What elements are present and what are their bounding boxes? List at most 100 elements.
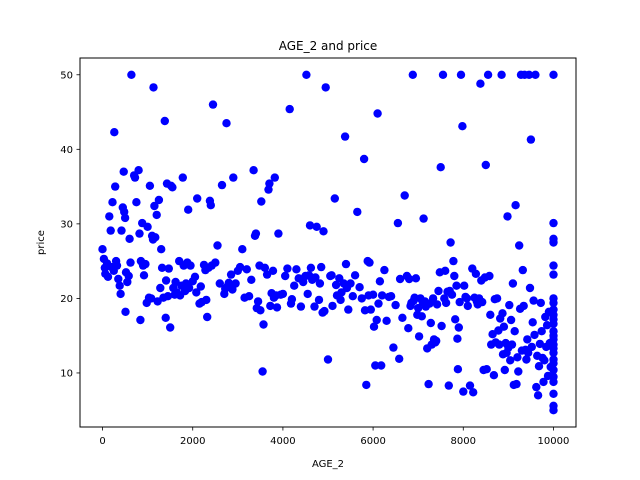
data-point-55 xyxy=(157,245,166,254)
data-point-206 xyxy=(380,265,389,275)
data-point-214 xyxy=(395,274,405,284)
x-tick-label-4: 8000 xyxy=(451,436,476,447)
data-point-275 xyxy=(469,388,478,397)
data-point-14 xyxy=(112,261,122,270)
data-point-79 xyxy=(184,205,193,214)
y-tick-label-1: 20 xyxy=(60,294,73,305)
data-point-34 xyxy=(135,229,144,238)
data-point-267 xyxy=(458,122,467,131)
data-point-26 xyxy=(124,271,133,281)
data-point-375 xyxy=(549,359,558,368)
data-point-33 xyxy=(134,166,143,175)
points-layer xyxy=(98,70,558,415)
data-point-15 xyxy=(114,274,123,284)
data-point-286 xyxy=(481,160,490,170)
x-tick-label-5: 10000 xyxy=(538,436,570,447)
data-point-29 xyxy=(127,70,136,80)
data-point-81 xyxy=(186,261,195,270)
data-point-198 xyxy=(369,322,379,331)
data-point-252 xyxy=(441,298,451,308)
data-point-367 xyxy=(549,319,558,328)
data-point-63 xyxy=(164,264,173,273)
y-tick-label-0: 10 xyxy=(60,368,73,379)
data-point-318 xyxy=(513,353,522,362)
data-point-27 xyxy=(125,234,134,243)
data-point-309 xyxy=(505,300,514,310)
data-point-272 xyxy=(463,301,472,311)
data-point-361 xyxy=(549,270,558,279)
data-point-127 xyxy=(259,320,268,329)
data-point-125 xyxy=(257,197,266,206)
data-point-259 xyxy=(450,271,459,281)
data-point-332 xyxy=(525,283,535,293)
data-point-290 xyxy=(486,310,495,319)
data-point-12 xyxy=(111,182,120,191)
data-point-44 xyxy=(145,181,155,190)
data-point-0 xyxy=(98,245,107,254)
data-point-101 xyxy=(217,180,227,190)
data-point-190 xyxy=(359,154,369,164)
data-point-164 xyxy=(317,262,326,272)
data-point-348 xyxy=(540,356,549,365)
data-point-160 xyxy=(311,273,320,282)
data-point-307 xyxy=(503,212,512,221)
data-point-213 xyxy=(395,354,404,363)
data-point-265 xyxy=(455,297,464,307)
data-point-230 xyxy=(417,312,426,321)
data-point-99 xyxy=(213,241,222,250)
data-point-277 xyxy=(471,269,481,278)
data-point-100 xyxy=(215,279,224,288)
data-point-66 xyxy=(168,183,177,192)
data-point-289 xyxy=(485,271,494,281)
data-point-62 xyxy=(163,292,173,301)
data-point-162 xyxy=(314,295,324,305)
data-point-124 xyxy=(256,306,265,315)
data-point-245 xyxy=(434,286,443,296)
data-point-56 xyxy=(157,263,167,272)
data-point-141 xyxy=(278,289,288,299)
data-point-210 xyxy=(389,343,398,352)
data-point-254 xyxy=(444,381,453,390)
data-point-168 xyxy=(321,83,330,92)
data-point-268 xyxy=(459,387,468,396)
y-axis-title: price xyxy=(36,230,47,255)
data-point-336 xyxy=(529,296,538,305)
data-point-115 xyxy=(242,265,251,274)
y-tick-label-4: 50 xyxy=(60,70,73,81)
data-point-296 xyxy=(492,294,502,303)
data-point-64 xyxy=(166,323,175,332)
data-point-53 xyxy=(154,195,164,205)
data-point-315 xyxy=(510,327,519,336)
data-point-23 xyxy=(121,307,130,316)
data-point-184 xyxy=(346,279,355,288)
data-point-209 xyxy=(386,292,396,301)
data-point-344 xyxy=(536,298,545,308)
data-point-83 xyxy=(190,272,200,281)
data-point-228 xyxy=(414,332,424,341)
data-point-60 xyxy=(161,276,171,285)
chart-title: AGE_2 and price xyxy=(279,39,378,53)
data-point-232 xyxy=(419,214,428,223)
data-point-187 xyxy=(353,207,362,217)
data-point-185 xyxy=(348,292,357,301)
data-point-273 xyxy=(465,381,475,390)
data-point-157 xyxy=(306,263,316,272)
data-point-122 xyxy=(253,297,263,306)
data-point-156 xyxy=(305,221,315,230)
data-point-338 xyxy=(531,70,540,80)
data-point-331 xyxy=(524,70,534,80)
data-point-45 xyxy=(147,294,156,303)
data-point-144 xyxy=(285,104,294,114)
data-point-118 xyxy=(249,166,258,175)
data-point-317 xyxy=(512,379,521,389)
data-point-238 xyxy=(426,318,435,328)
data-point-136 xyxy=(270,173,279,182)
x-axis-title: AGE_2 xyxy=(312,459,344,470)
data-point-166 xyxy=(319,227,328,236)
data-point-215 xyxy=(398,313,407,322)
data-point-18 xyxy=(117,226,126,235)
data-point-7 xyxy=(106,226,115,235)
data-point-139 xyxy=(274,229,283,238)
